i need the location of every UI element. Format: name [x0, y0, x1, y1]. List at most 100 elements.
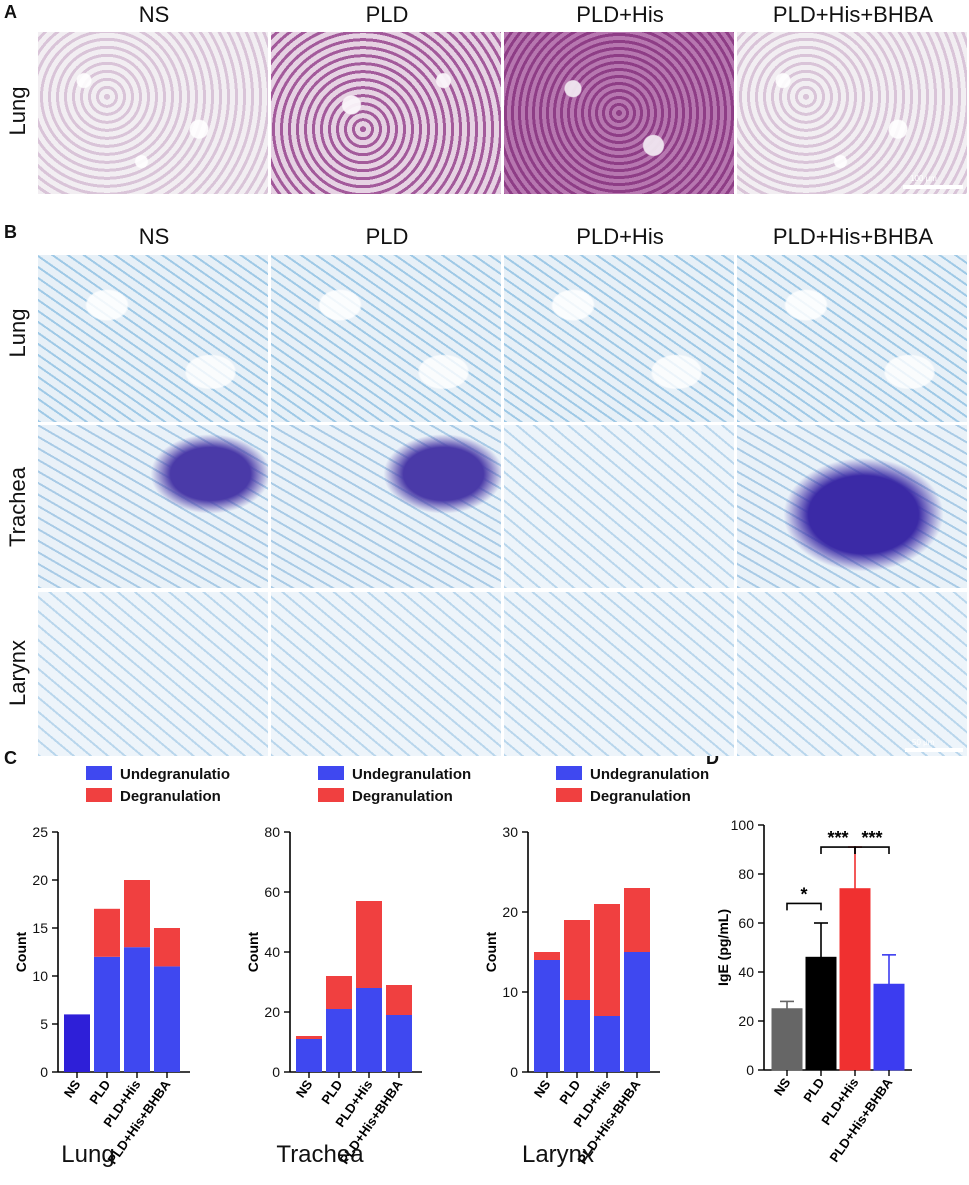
col-title-a-pld-his-bhba: PLD+His+BHBA [772, 2, 934, 27]
tb-lung-pld-his-bhba-image [737, 255, 967, 422]
bar-degranulation-ns [296, 1036, 322, 1039]
y-tick-label: 100 [731, 817, 755, 833]
y-axis-label: IgE (pg/mL) [715, 909, 731, 986]
scale-bar-a [903, 185, 963, 189]
x-tick-label: NS [771, 1075, 794, 1099]
bar-undegranulation-pld+his+bhba [154, 966, 180, 1072]
x-tick-label: NS [61, 1077, 84, 1101]
he-lung-pld-image [271, 32, 501, 194]
x-tick-label: PLD+His+BHBA [826, 1075, 895, 1165]
y-tick-label: 20 [32, 872, 48, 888]
bar-degranulation-pld+his+bhba [154, 928, 180, 967]
x-tick-label: PLD [86, 1077, 113, 1107]
bar-undegranulation-pld+his [356, 988, 382, 1072]
col-title-a-ns: NS [138, 2, 170, 27]
bar-degranulation-ns [534, 952, 560, 960]
y-tick-label: 5 [40, 1016, 48, 1032]
bar-degranulation-pld+his+bhba [624, 888, 650, 952]
x-tick-label: NS [531, 1077, 554, 1101]
y-tick-label: 10 [502, 984, 518, 1000]
bar-undegranulation-pld [326, 1009, 352, 1072]
y-tick-label: 0 [746, 1062, 754, 1078]
y-tick-label: 0 [40, 1064, 48, 1080]
legend-swatch [556, 788, 582, 802]
bar-degranulation-pld [94, 908, 120, 957]
bar-pld+his+bhba [873, 983, 905, 1071]
y-tick-label: 80 [264, 824, 280, 840]
legend-label: Degranulation [120, 788, 221, 805]
tb-lung-ns-image [38, 255, 268, 422]
legend-label: Degranulation [352, 788, 453, 805]
tb-trachea-pld-his-image [504, 425, 734, 588]
bar-undegranulation-ns [296, 1039, 322, 1072]
y-tick-label: 40 [738, 964, 754, 980]
significance-bracket [820, 846, 856, 855]
panel-letter-c: C [4, 748, 17, 768]
bar-degranulation-pld+his+bhba [386, 985, 412, 1015]
col-title-a-pld-his: PLD+His [576, 2, 664, 27]
significance-label: *** [827, 828, 848, 848]
legend-swatch [318, 788, 344, 802]
tb-trachea-ns-image [38, 425, 268, 588]
x-axis-label: Larynx [522, 1141, 594, 1168]
x-axis-label: Trachea [276, 1141, 364, 1168]
scale-bar-b [905, 748, 963, 752]
y-tick-label: 0 [272, 1064, 280, 1080]
bar-undegranulation-pld+his+bhba [386, 1015, 412, 1072]
he-lung-pld-his-bhba-image [737, 32, 967, 194]
legend-label: Undegranulation [120, 766, 230, 783]
panel-letter-b: B [4, 222, 17, 242]
legend-swatch [86, 766, 112, 780]
significance-bracket [786, 902, 822, 911]
legend-swatch [318, 766, 344, 780]
x-axis-label: Lung [61, 1141, 114, 1168]
legend-label: Degranulation [590, 788, 691, 805]
x-tick-label: PLD [556, 1077, 583, 1107]
x-tick-label: PLD [800, 1075, 827, 1105]
x-tick-label: NS [293, 1077, 316, 1101]
bar-degranulation-pld+his [356, 901, 382, 988]
significance-label: *** [861, 828, 882, 848]
y-tick-label: 60 [738, 915, 754, 931]
tb-lung-pld-his-image [504, 255, 734, 422]
bar-undegranulation-pld+his [594, 1016, 620, 1072]
y-axis-label: Count [13, 931, 29, 972]
scale-text-a: 100 μm [910, 174, 937, 183]
row-label-a-lung: Lung [5, 86, 30, 136]
x-tick-label: PLD [318, 1077, 345, 1107]
significance-bracket [854, 846, 890, 855]
y-axis-label: Count [245, 931, 261, 972]
he-lung-ns-image [38, 32, 268, 194]
bar-degranulation-pld+his [594, 904, 620, 1016]
chart-trachea: Undegranulation Degranulation 0 20 40 60 80 Cou… [245, 766, 471, 1168]
col-title-b-pld: PLD [365, 224, 409, 249]
chart-lung: Undegranulation Degranulation 0 5 10 15 20 25 Co… [13, 766, 230, 1168]
y-tick-label: 60 [264, 884, 280, 900]
legend-label: Undegranulation [590, 766, 709, 783]
tb-trachea-pld-his-bhba-image [737, 425, 967, 588]
bar-undegranulation-pld+his [124, 947, 150, 1072]
col-title-b-ns: NS [138, 224, 170, 249]
tb-larynx-ns-image [38, 592, 268, 756]
col-title-b-pld-his: PLD+His [576, 224, 664, 249]
tb-larynx-pld-image [271, 592, 501, 756]
tb-trachea-pld-image [271, 425, 501, 588]
row-label-b-lung: Lung [5, 308, 30, 358]
bar-undegranulation-ns [64, 1014, 90, 1072]
legend-swatch [556, 766, 582, 780]
y-tick-label: 30 [502, 824, 518, 840]
bar-undegranulation-ns [534, 960, 560, 1072]
bar-degranulation-pld [564, 920, 590, 1000]
scale-text-b: 50 μm [912, 738, 935, 747]
tb-larynx-pld-his-image [504, 592, 734, 756]
y-tick-label: 25 [32, 824, 48, 840]
row-label-b-larynx: Larynx [5, 639, 30, 707]
legend-label: Undegranulation [352, 766, 471, 783]
significance-label: * [800, 884, 807, 904]
y-tick-label: 80 [738, 866, 754, 882]
y-tick-label: 10 [32, 968, 48, 984]
he-lung-pld-his-image [504, 32, 734, 194]
bar-undegranulation-pld+his+bhba [624, 952, 650, 1072]
bar-undegranulation-pld [564, 1000, 590, 1072]
